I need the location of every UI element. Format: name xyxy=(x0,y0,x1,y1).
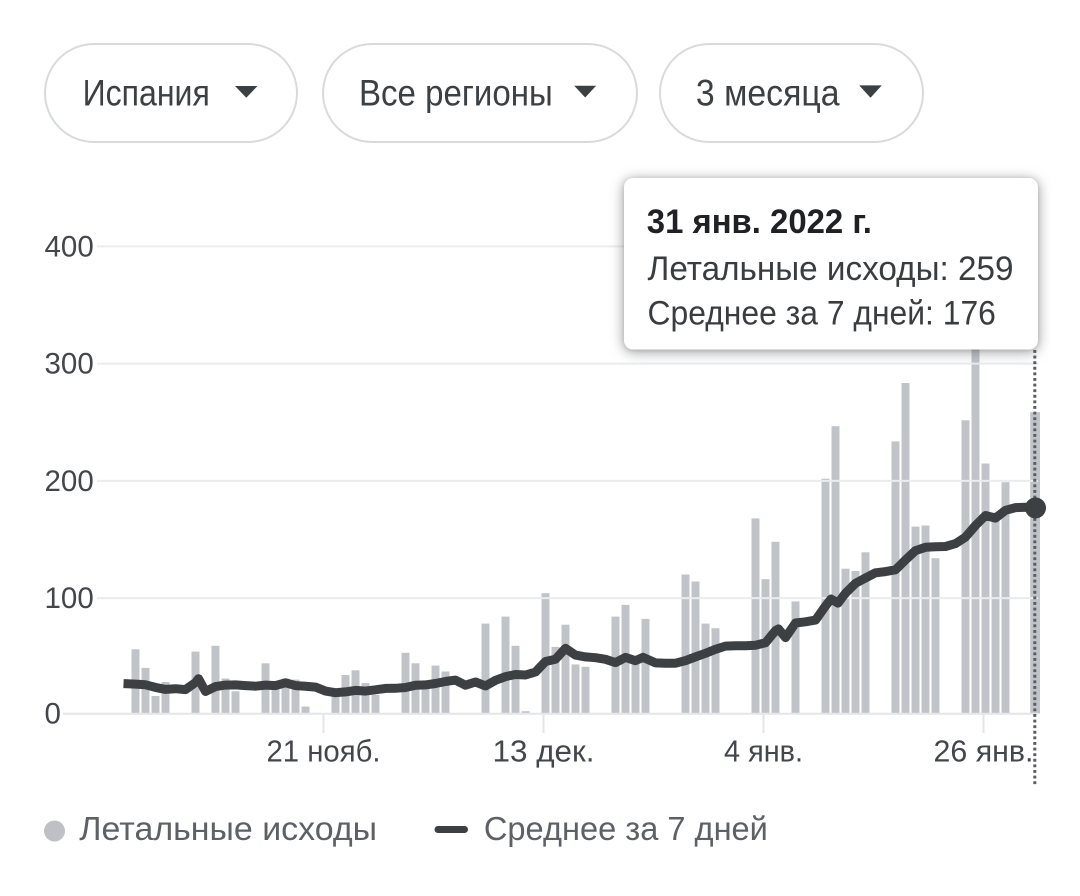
svg-text:4 янв.: 4 янв. xyxy=(724,733,803,768)
svg-text:Летальные исходы: 259: Летальные исходы: 259 xyxy=(648,250,1014,288)
svg-text:21 нояб.: 21 нояб. xyxy=(267,733,381,768)
svg-text:200: 200 xyxy=(45,465,94,498)
svg-text:400: 400 xyxy=(45,230,94,263)
svg-text:Летальные исходы: Летальные исходы xyxy=(79,810,377,847)
svg-text:Среднее за 7 дней: 176: Среднее за 7 дней: 176 xyxy=(648,295,996,333)
svg-text:300: 300 xyxy=(45,348,94,381)
svg-text:13 дек.: 13 дек. xyxy=(493,733,595,768)
svg-text:0: 0 xyxy=(45,698,61,731)
svg-text:31 янв. 2022 г.: 31 янв. 2022 г. xyxy=(647,203,872,241)
svg-text:100: 100 xyxy=(45,582,94,615)
svg-text:Испания: Испания xyxy=(83,72,210,113)
svg-text:26 янв.: 26 янв. xyxy=(934,733,1034,768)
svg-text:Все регионы: Все регионы xyxy=(359,72,553,113)
svg-text:Среднее за 7 дней: Среднее за 7 дней xyxy=(484,810,768,847)
svg-text:3 месяца: 3 месяца xyxy=(696,72,840,113)
